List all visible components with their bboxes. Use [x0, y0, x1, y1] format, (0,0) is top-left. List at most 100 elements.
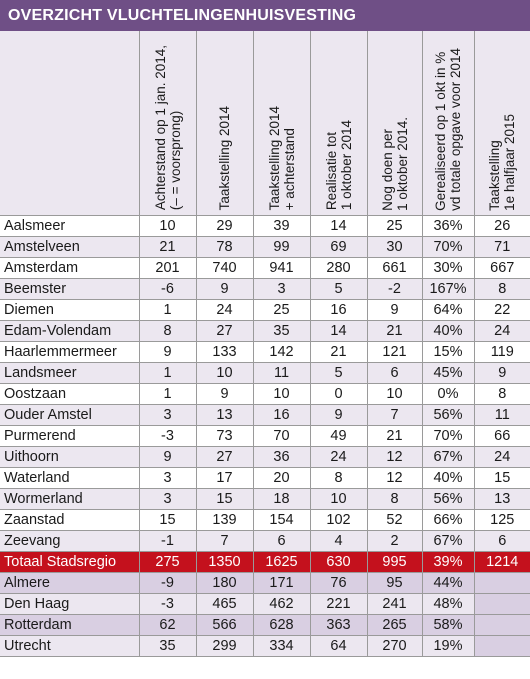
row-name: Uithoorn — [0, 446, 140, 468]
table-cell: 630 — [310, 551, 368, 573]
table-cell: 10 — [367, 383, 423, 405]
table-cell: 66% — [422, 509, 475, 531]
table-cell: 13 — [474, 488, 530, 510]
table-cell: -3 — [139, 425, 197, 447]
table-cell: 363 — [310, 614, 368, 636]
table-cell: 5 — [310, 362, 368, 384]
row-name: Oostzaan — [0, 383, 140, 405]
table-row: Wormerland 3 15 18 10 8 56% 13 — [0, 488, 530, 510]
table-row: Purmerend -3 73 70 49 21 70% 66 — [0, 425, 530, 447]
row-name: Purmerend — [0, 425, 140, 447]
table-cell: 8 — [310, 467, 368, 489]
table-cell: 10 — [310, 488, 368, 510]
table-cell: 40% — [422, 467, 475, 489]
row-name: Rotterdam — [0, 614, 140, 636]
table-cell: 21 — [367, 425, 423, 447]
table-row: Beemster -6 9 3 5 -2 167% 8 — [0, 278, 530, 300]
table-cell: 15 — [474, 467, 530, 489]
table-cell: 70% — [422, 236, 475, 258]
table-cell: 221 — [310, 593, 368, 615]
column-header: Realisatie tot 1 oktober 2014 — [310, 31, 368, 216]
table-cell: 40% — [422, 320, 475, 342]
table-cell: 56% — [422, 488, 475, 510]
row-name: Edam-Volendam — [0, 320, 140, 342]
table-cell: 1350 — [196, 551, 254, 573]
table-cell: 27 — [196, 446, 254, 468]
table-cell: 24 — [310, 446, 368, 468]
table-cell: 299 — [196, 635, 254, 657]
table-cell: 66 — [474, 425, 530, 447]
table-cell: 26 — [474, 215, 530, 237]
table-cell — [474, 572, 530, 594]
row-name: Haarlemmermeer — [0, 341, 140, 363]
column-header-label: Taakstelling 1e halfjaar 2015 — [487, 113, 518, 211]
table-cell: 20 — [253, 467, 311, 489]
table-cell: 13 — [196, 404, 254, 426]
table-cell: 6 — [367, 362, 423, 384]
table-cell: 142 — [253, 341, 311, 363]
table-cell: 5 — [310, 278, 368, 300]
table-cell: 201 — [139, 257, 197, 279]
table-cell: 10 — [196, 362, 254, 384]
table-cell: 10 — [253, 383, 311, 405]
table-row: Oostzaan 1 9 10 0 10 0% 8 — [0, 383, 530, 405]
table-cell: 9 — [196, 383, 254, 405]
row-name: Landsmeer — [0, 362, 140, 384]
table-cell: 180 — [196, 572, 254, 594]
table-cell: 15% — [422, 341, 475, 363]
table-cell: 265 — [367, 614, 423, 636]
row-name: Diemen — [0, 299, 140, 321]
table-cell: 1625 — [253, 551, 311, 573]
row-name: Utrecht — [0, 635, 140, 657]
table-cell: 52 — [367, 509, 423, 531]
table-cell: 0 — [310, 383, 368, 405]
table-cell: 9 — [196, 278, 254, 300]
table-cell: 3 — [139, 488, 197, 510]
comparison-row: Den Haag -3 465 462 221 241 48% — [0, 593, 530, 615]
table-cell: 24 — [474, 446, 530, 468]
table-cell: 62 — [139, 614, 197, 636]
table-cell: 9 — [474, 362, 530, 384]
table-cell: 154 — [253, 509, 311, 531]
table-cell: 1 — [139, 299, 197, 321]
table-cell: 16 — [253, 404, 311, 426]
table-cell: 16 — [310, 299, 368, 321]
table-cell: 36 — [253, 446, 311, 468]
table-cell: 64 — [310, 635, 368, 657]
table-cell: 8 — [367, 488, 423, 510]
table-cell: 14 — [310, 320, 368, 342]
table-cell: 667 — [474, 257, 530, 279]
table-row: Amsterdam 201 740 941 280 661 30% 667 — [0, 257, 530, 279]
table-cell: 133 — [196, 341, 254, 363]
table-cell: 7 — [196, 530, 254, 552]
table-cell — [474, 635, 530, 657]
table-cell: 171 — [253, 572, 311, 594]
table-cell: 9 — [310, 404, 368, 426]
table-cell: 12 — [367, 467, 423, 489]
table-cell: 30 — [367, 236, 423, 258]
table-cell: 3 — [139, 467, 197, 489]
corner-cell — [0, 31, 140, 216]
table-cell: 45% — [422, 362, 475, 384]
row-name: Ouder Amstel — [0, 404, 140, 426]
table-cell: 462 — [253, 593, 311, 615]
table-row: Landsmeer 1 10 11 5 6 45% 9 — [0, 362, 530, 384]
table-cell: 21 — [139, 236, 197, 258]
table-cell: 102 — [310, 509, 368, 531]
table-cell: -1 — [139, 530, 197, 552]
table-row: Edam-Volendam 8 27 35 14 21 40% 24 — [0, 320, 530, 342]
table-cell: 10 — [139, 215, 197, 237]
table-row: Zeevang -1 7 6 4 2 67% 6 — [0, 530, 530, 552]
column-header: Achterstand op 1 jan. 2014, (– = voorspr… — [139, 31, 197, 216]
table-cell: 71 — [474, 236, 530, 258]
row-name: Aalsmeer — [0, 215, 140, 237]
table-cell: 58% — [422, 614, 475, 636]
table-cell: 2 — [367, 530, 423, 552]
row-name: Zeevang — [0, 530, 140, 552]
table-header: Achterstand op 1 jan. 2014, (– = voorspr… — [0, 31, 530, 216]
table-cell: -3 — [139, 593, 197, 615]
table-cell: 21 — [310, 341, 368, 363]
table-row: Waterland 3 17 20 8 12 40% 15 — [0, 467, 530, 489]
table-body: Aalsmeer 10 29 39 14 25 36% 26 Amstelveen 21 78 99 6… — [0, 215, 530, 657]
table-cell: 125 — [474, 509, 530, 531]
